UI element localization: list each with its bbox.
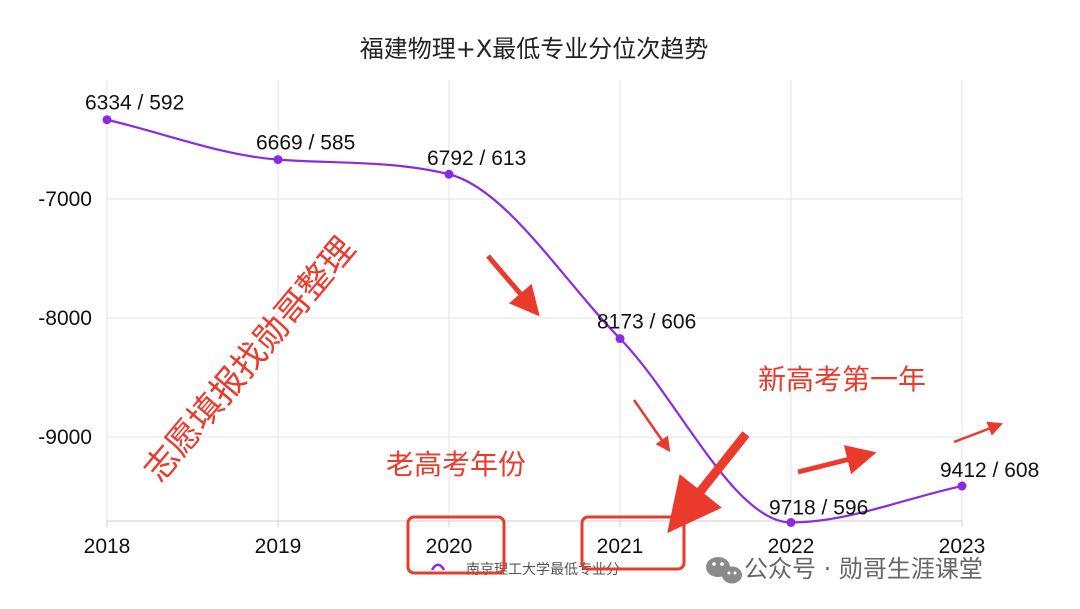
data-points bbox=[102, 115, 967, 527]
highlight-box-2021 bbox=[580, 515, 686, 571]
data-label: 9718 / 596 bbox=[769, 496, 868, 519]
chart-title: 福建物理+X最低专业分位次趋势 bbox=[360, 35, 709, 63]
y-tick-label: -9000 bbox=[38, 426, 92, 449]
x-tick-label: 2018 bbox=[84, 535, 131, 558]
x-tick-label: 2021 bbox=[597, 535, 644, 558]
data-point bbox=[786, 517, 796, 527]
x-tick-label: 2023 bbox=[939, 535, 986, 558]
watermark-text: 公众号 · 勋哥生涯课堂 bbox=[744, 555, 983, 583]
legend-line-icon bbox=[430, 563, 446, 571]
y-tick-label: -8000 bbox=[38, 307, 92, 330]
data-label: 9412 / 608 bbox=[940, 459, 1039, 482]
y-axis: -7000 -8000 -9000 bbox=[38, 188, 92, 449]
data-point bbox=[444, 169, 454, 179]
watermark: 公众号 · 勋哥生涯课堂 bbox=[706, 555, 983, 584]
x-axis: 2018 2019 2020 2021 2022 2023 bbox=[84, 520, 986, 558]
data-label: 8173 / 606 bbox=[597, 311, 696, 334]
arrow-up-icon bbox=[797, 445, 877, 475]
annotation-new-exam: 新高考第一年 bbox=[758, 363, 926, 396]
x-tick-label: 2019 bbox=[255, 535, 302, 558]
data-labels: 6334 / 592 6669 / 585 6792 / 613 8173 / 606… bbox=[85, 92, 1039, 520]
data-point bbox=[273, 155, 283, 165]
data-label: 6792 / 613 bbox=[427, 147, 526, 170]
arrow-big-icon bbox=[667, 431, 750, 534]
series-line bbox=[106, 118, 963, 524]
data-point bbox=[615, 334, 625, 344]
x-tick-label: 2020 bbox=[426, 535, 473, 558]
arrow-down-icon bbox=[486, 254, 540, 317]
data-label: 6669 / 585 bbox=[256, 132, 355, 155]
gridlines bbox=[106, 80, 963, 521]
highlight-box-2020 bbox=[406, 515, 506, 575]
wechat-icon bbox=[706, 557, 742, 584]
data-point bbox=[102, 115, 112, 125]
arrow-down-small-icon bbox=[632, 399, 671, 453]
y-tick-label: -7000 bbox=[38, 188, 92, 211]
annotation-old-exam: 老高考年份 bbox=[386, 448, 526, 481]
x-tick-label: 2022 bbox=[768, 535, 815, 558]
annotation-diagonal: 志愿填报找勋哥整理 bbox=[136, 230, 363, 490]
data-point bbox=[957, 481, 967, 491]
arrow-up-small-icon bbox=[953, 421, 1004, 444]
data-label: 6334 / 592 bbox=[85, 92, 184, 115]
